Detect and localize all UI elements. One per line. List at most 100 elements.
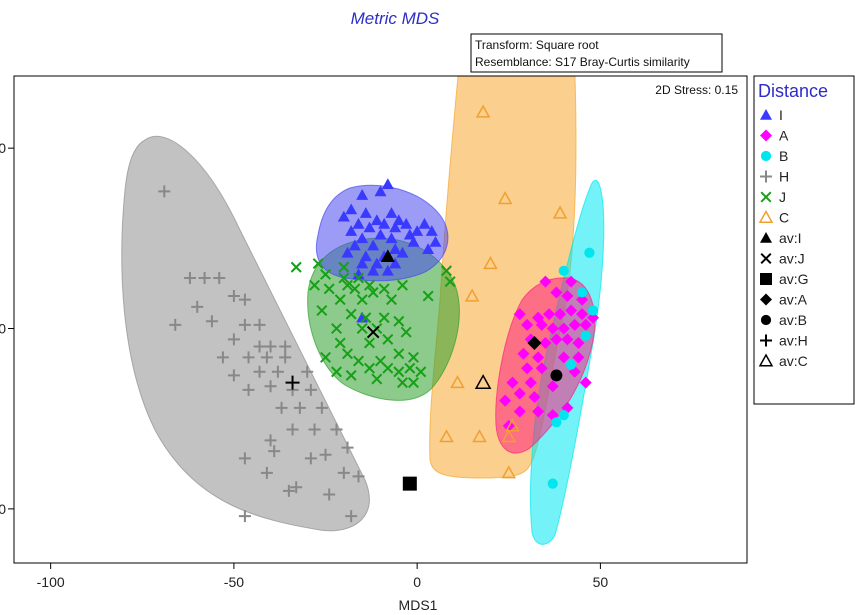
point-h (279, 351, 292, 364)
point-j (363, 337, 376, 349)
point-h (282, 484, 295, 497)
y-tick-label: 0 (0, 321, 6, 337)
point-h (238, 293, 251, 306)
legend-label: J (779, 189, 786, 205)
x-tick-label: 50 (593, 574, 609, 590)
point-i (367, 239, 380, 251)
legend-marker (760, 129, 772, 142)
point-a (539, 336, 552, 349)
point-c (501, 465, 517, 479)
point-j (309, 279, 321, 291)
points-layer (158, 104, 600, 523)
point-j (382, 333, 394, 345)
point-h (264, 380, 277, 393)
point-a (513, 405, 526, 418)
point-j (342, 348, 354, 360)
y-tick-label: 0 (0, 501, 6, 517)
point-a (576, 308, 589, 321)
point-j (378, 312, 390, 324)
point-j (367, 286, 379, 298)
series-av-h (285, 375, 300, 390)
point-i (356, 189, 369, 200)
stress-label: 2D Stress: 0.15 (655, 83, 738, 97)
point-a (550, 333, 563, 346)
legend-marker (758, 209, 774, 224)
point-h (337, 466, 350, 479)
point-a (572, 336, 585, 349)
point-h (264, 340, 277, 353)
legend-marker (760, 170, 772, 183)
legend-label: av:I (779, 230, 802, 246)
point-j (356, 323, 368, 335)
axes-layer: -100 -50 0 50 0 0 0 (0, 75, 748, 590)
point-a (546, 322, 559, 335)
point-i (374, 228, 387, 240)
series-a (499, 275, 600, 432)
point-h (264, 434, 277, 447)
point-j (371, 373, 383, 385)
series-c (439, 104, 568, 479)
point-a (513, 308, 526, 321)
point-j (404, 362, 416, 374)
point-h (304, 452, 317, 465)
point-a (572, 351, 585, 364)
point-h (352, 470, 365, 483)
point-i (422, 243, 435, 254)
point-h (238, 452, 251, 465)
point-av-a (527, 335, 542, 350)
point-j (356, 294, 368, 306)
legend-title: Distance (758, 81, 828, 101)
point-c (501, 429, 517, 443)
point-b (558, 265, 569, 276)
point-h (191, 300, 204, 313)
point-j (342, 279, 354, 291)
point-i (370, 257, 383, 269)
legend-item-b: B (760, 148, 788, 164)
legend-marker (760, 232, 772, 243)
series-av-j (366, 325, 380, 339)
point-a (521, 318, 534, 331)
point-i (381, 264, 394, 276)
point-i (385, 232, 398, 244)
series-av-b (550, 369, 563, 382)
point-h (169, 318, 182, 331)
point-j (415, 366, 427, 378)
point-a (506, 376, 519, 389)
point-h (238, 318, 251, 331)
point-j (396, 279, 408, 291)
point-j (331, 323, 343, 335)
point-c (475, 104, 491, 118)
point-h (275, 401, 288, 414)
point-j (393, 348, 405, 360)
point-i (363, 221, 376, 233)
point-a (565, 304, 578, 317)
point-i (396, 246, 409, 258)
point-a (499, 394, 512, 407)
series-av-i (380, 249, 395, 262)
point-h (253, 365, 266, 378)
point-av-g (402, 476, 417, 491)
legend-item-j: J (760, 189, 786, 205)
point-j (407, 377, 419, 389)
point-h (158, 185, 171, 198)
info-resemblance: Resemblance: S17 Bray-Curtis similarity (475, 55, 690, 69)
point-h (227, 369, 240, 382)
point-c (439, 429, 454, 443)
point-j (320, 351, 332, 363)
y-tick-label: 0 (0, 140, 6, 156)
point-a (517, 347, 530, 360)
series-h (158, 185, 365, 523)
legend-marker (760, 191, 772, 203)
legend-label: H (779, 169, 789, 185)
point-a (576, 293, 589, 306)
point-h (183, 272, 196, 285)
point-h (304, 383, 317, 396)
point-c (450, 375, 465, 389)
point-i (385, 207, 398, 218)
legend-label: I (779, 107, 783, 123)
legend-item-av-c: av:C (758, 353, 808, 369)
legend-label: av:B (779, 312, 807, 328)
point-a (524, 376, 537, 389)
